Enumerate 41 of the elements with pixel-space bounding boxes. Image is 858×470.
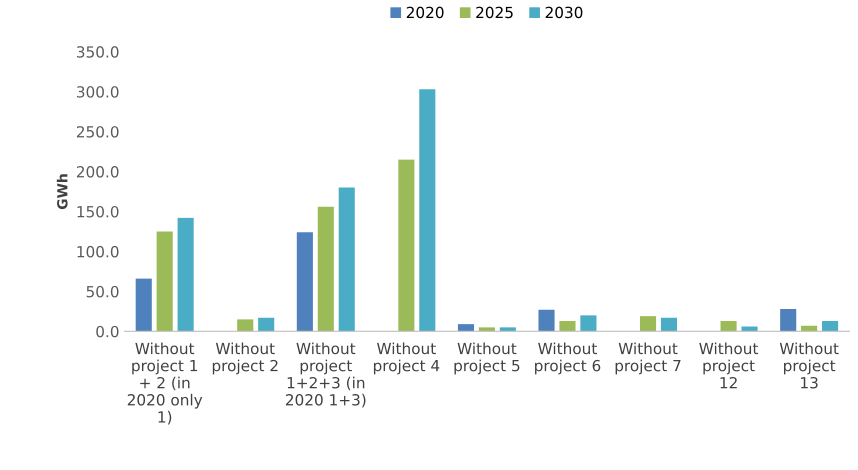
x-tick-label: Without project 1+2+3 (in 2020 1+3) xyxy=(286,342,366,408)
bar xyxy=(237,319,254,332)
bar xyxy=(660,318,678,332)
bar xyxy=(419,89,436,332)
bar xyxy=(338,188,355,332)
bar xyxy=(720,320,737,332)
bar xyxy=(398,160,414,332)
y-tick-label: 350.0 xyxy=(76,46,119,58)
x-tick-label: Without project 4 xyxy=(374,342,440,374)
bar xyxy=(559,320,576,332)
y-tick-label: 100.0 xyxy=(77,246,119,258)
y-axis-title: GWh xyxy=(56,174,68,210)
x-tick-label: Without project 12 xyxy=(699,342,758,388)
bar xyxy=(538,310,555,332)
bar xyxy=(580,315,596,332)
y-tick-label: 300.0 xyxy=(76,86,119,98)
bar xyxy=(458,324,474,332)
x-tick-label: Without project 2 xyxy=(212,342,278,374)
y-tick-label: 150.0 xyxy=(77,206,119,218)
x-tick-label: Without project 13 xyxy=(780,342,839,389)
bar xyxy=(178,218,194,332)
x-tick-label: Without project 7 xyxy=(616,342,681,374)
x-tick-label: Without project 5 xyxy=(454,342,520,374)
x-tick-label: Without project 6 xyxy=(535,342,600,374)
bar xyxy=(780,308,796,332)
bar xyxy=(741,326,758,332)
y-tick-label: 200.0 xyxy=(76,166,119,178)
y-tick-label: 0.0 xyxy=(96,326,119,338)
y-tick-label: 250.0 xyxy=(76,126,119,138)
bar xyxy=(258,318,274,332)
bar xyxy=(318,206,334,332)
legend-label: 2030 xyxy=(546,6,582,18)
bar xyxy=(156,231,173,332)
y-tick-label: 50.0 xyxy=(86,286,119,298)
bar xyxy=(296,232,313,332)
bar xyxy=(822,320,838,332)
bar xyxy=(136,278,152,332)
x-tick-label: Without project 1 + 2 (in 2020 only 1) xyxy=(128,342,202,425)
legend-label: 2020 xyxy=(406,6,444,18)
bar xyxy=(640,316,656,332)
legend-label: 2025 xyxy=(476,6,513,18)
